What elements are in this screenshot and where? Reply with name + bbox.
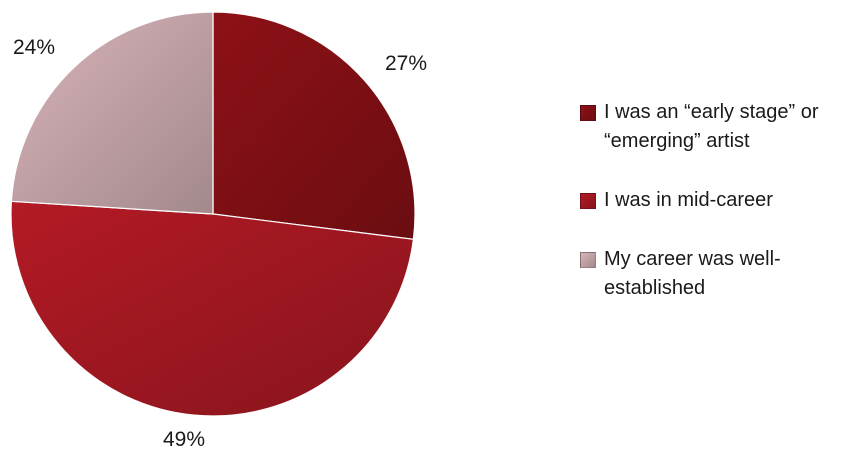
legend: I was an “early stage” or “emerging” art…	[580, 98, 864, 333]
data-label-early-stage: 27%	[385, 52, 427, 75]
legend-swatch-mid-career	[580, 193, 596, 209]
legend-label-well-established: My career was well-established	[604, 248, 781, 299]
legend-item-early-stage: I was an “early stage” or “emerging” art…	[580, 98, 864, 156]
legend-label-early-stage: I was an “early stage” or “emerging” art…	[604, 101, 819, 152]
pie-slice-early-stage	[212, 11, 416, 240]
legend-swatch-well-established	[580, 252, 596, 268]
data-label-well-established: 24%	[13, 36, 55, 59]
pie-slice-well-established	[10, 11, 214, 215]
legend-item-mid-career: I was in mid-career	[580, 186, 864, 215]
legend-item-well-established: My career was well-established	[580, 245, 864, 303]
pie-data-labels: 27% 49% 24%	[13, 36, 427, 451]
pie-slice-mid-career	[10, 200, 415, 417]
legend-swatch-early-stage	[580, 105, 596, 121]
pie-slices	[10, 11, 416, 417]
data-label-mid-career: 49%	[163, 428, 205, 451]
legend-label-mid-career: I was in mid-career	[604, 189, 773, 211]
